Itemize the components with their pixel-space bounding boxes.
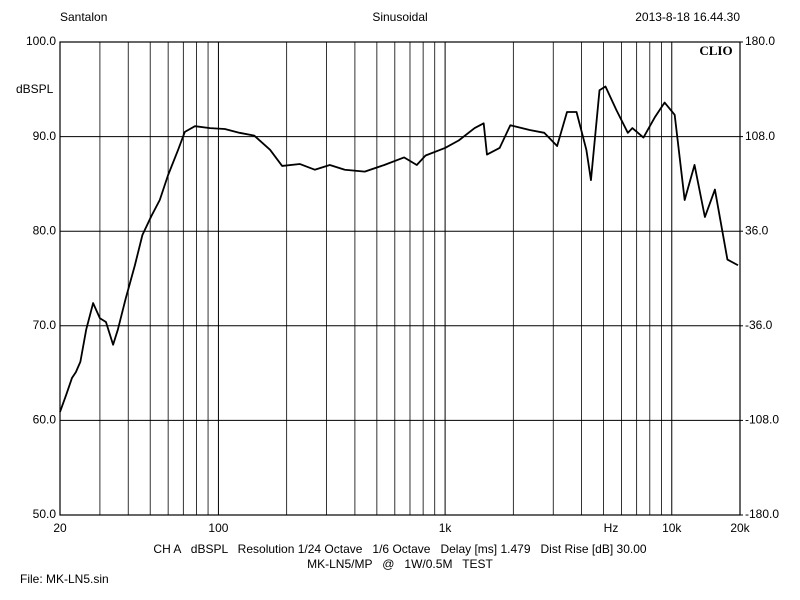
y-axis-label: dBSPL — [16, 82, 54, 96]
y2-tick-label: -180.0 — [745, 507, 779, 521]
y-tick-label: 80.0 — [33, 223, 57, 237]
y-tick-label: 50.0 — [33, 507, 57, 521]
brand: CLIO — [699, 43, 732, 58]
y-tick-label: 90.0 — [33, 129, 57, 143]
y-tick-label: 100.0 — [26, 34, 56, 48]
x-tick-label: 100 — [208, 521, 228, 535]
y2-tick-label: 36.0 — [745, 223, 769, 237]
plot-frame — [59, 41, 741, 516]
file-label: File: MK-LN5.sin — [20, 572, 109, 586]
x-tick-label: 10k — [662, 521, 682, 535]
footer-line: MK-LN5/MP @ 1W/0.5M TEST — [307, 557, 493, 571]
y2-tick-label: 180.0 — [745, 34, 775, 48]
footer-line: CH A dBSPL Resolution 1/24 Octave 1/6 Oc… — [153, 542, 646, 556]
y-tick-label: 60.0 — [33, 413, 57, 427]
x-tick-label: 1k — [439, 521, 453, 535]
line-series — [59, 85, 739, 413]
header-left: Santalon — [60, 10, 107, 24]
y2-tick-label: -108.0 — [745, 413, 779, 427]
chart-title: Sinusoidal — [372, 10, 427, 24]
y2-tick-label: 108.0 — [745, 129, 775, 143]
y-tick-label: 70.0 — [33, 318, 57, 332]
x-tick-label: 20 — [53, 521, 67, 535]
header-right: 2013-8-18 16.44.30 — [635, 10, 740, 24]
x-axis-label: Hz — [604, 521, 619, 535]
y2-tick-label: -36.0 — [745, 318, 773, 332]
x-tick-label: 20k — [730, 521, 750, 535]
